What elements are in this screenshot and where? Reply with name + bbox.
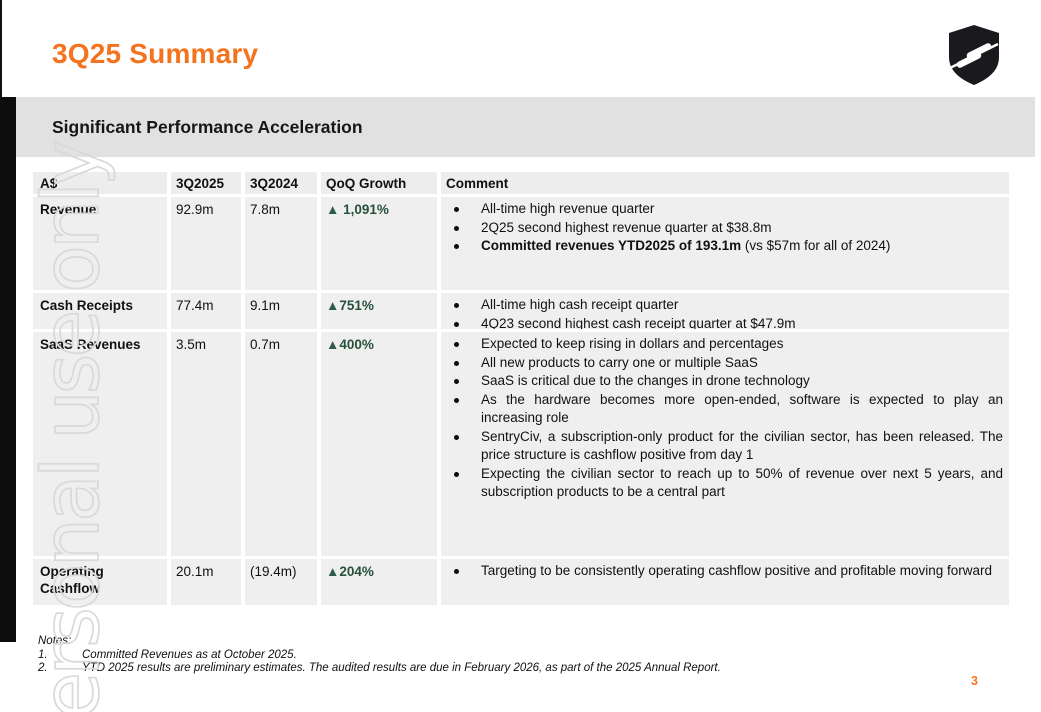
comment-bullet: 2Q25 second highest revenue quarter at $… xyxy=(441,219,1003,238)
row-label-operating-cashflow: Operating Cashflow xyxy=(33,559,167,605)
row-label-revenue: Revenue xyxy=(33,197,167,290)
growth-value: 204% xyxy=(339,564,374,579)
comment-bullet: All-time high cash receipt quarter xyxy=(441,296,1003,315)
opcf-3q2025: 20.1m xyxy=(171,559,241,605)
comment-bullet: SaaS is critical due to the changes in d… xyxy=(441,372,1003,391)
comment-bullet: Committed revenues YTD2025 of 193.1m (vs… xyxy=(441,237,1003,256)
up-triangle-icon: ▲ xyxy=(326,337,340,352)
growth-value: 1,091% xyxy=(339,202,389,217)
cash-receipts-growth: ▲751% xyxy=(321,293,437,329)
saas-comments: Expected to keep rising in dollars and p… xyxy=(441,332,1009,556)
cash-receipts-3q2025: 77.4m xyxy=(171,293,241,329)
comment-bullet: Targeting to be consistently operating c… xyxy=(441,562,1003,581)
col-header-3q2025: 3Q2025 xyxy=(171,172,241,194)
left-edge-line xyxy=(0,0,2,97)
col-header-comment: Comment xyxy=(441,172,1009,194)
footnote-text: Committed Revenues as at October 2025. xyxy=(82,648,297,661)
slide-title: 3Q25 Summary xyxy=(52,38,259,69)
row-label-saas-revenues: SaaS Revenues xyxy=(33,332,167,556)
comment-bullet: As the hardware becomes more open-ended,… xyxy=(441,391,1003,428)
footnote-number: 1. xyxy=(38,648,48,661)
comment-bullet: Expecting the civilian sector to reach u… xyxy=(441,465,1003,502)
comment-bullet: All-time high revenue quarter xyxy=(441,200,1003,219)
revenue-growth: ▲ 1,091% xyxy=(321,197,437,290)
col-header-currency: A$ xyxy=(33,172,167,194)
cash-receipts-3q2024: 9.1m xyxy=(245,293,317,329)
row-label-cash-receipts: Cash Receipts xyxy=(33,293,167,329)
footnotes-heading: Notes: xyxy=(38,635,72,647)
revenue-3q2024: 7.8m xyxy=(245,197,317,290)
up-triangle-icon: ▲ xyxy=(326,564,340,579)
performance-table: A$ 3Q2025 3Q2024 QoQ Growth Comment Reve… xyxy=(33,172,1009,605)
opcf-growth: ▲204% xyxy=(321,559,437,605)
comment-bullet: All new products to carry one or multipl… xyxy=(441,354,1003,373)
footnote-number: 2. xyxy=(38,662,48,674)
page-number: 3 xyxy=(971,674,978,688)
opcf-comments: Targeting to be consistently operating c… xyxy=(441,559,1009,605)
shield-logo-icon xyxy=(947,24,1001,91)
opcf-3q2024: (19.4m) xyxy=(245,559,317,605)
section-header-band: Significant Performance Acceleration xyxy=(16,97,1035,157)
up-triangle-icon: ▲ xyxy=(326,202,340,217)
cash-receipts-comments: All-time high cash receipt quarter 4Q23 … xyxy=(441,293,1009,329)
revenue-comments: All-time high revenue quarter 2Q25 secon… xyxy=(441,197,1009,290)
footnote-text: YTD 2025 results are preliminary estimat… xyxy=(82,662,721,674)
footnotes: Notes: 1. Committed Revenues as at Octob… xyxy=(38,635,758,676)
col-header-3q2024: 3Q2024 xyxy=(245,172,317,194)
saas-3q2025: 3.5m xyxy=(171,332,241,556)
left-black-bar xyxy=(0,97,16,642)
growth-value: 751% xyxy=(339,298,374,313)
comment-bullet: SentryCiv, a subscription-only product f… xyxy=(441,428,1003,465)
growth-value: 400% xyxy=(339,337,374,352)
revenue-3q2025: 92.9m xyxy=(171,197,241,290)
comment-bullet: 4Q23 second highest cash receipt quarter… xyxy=(441,315,1003,329)
saas-growth: ▲400% xyxy=(321,332,437,556)
footnote-item: 1. Committed Revenues as at October 2025… xyxy=(38,649,758,663)
col-header-qoq-growth: QoQ Growth xyxy=(321,172,437,194)
footnote-item: 2. YTD 2025 results are preliminary esti… xyxy=(38,662,758,676)
section-header-title: Significant Performance Acceleration xyxy=(52,117,363,137)
comment-bullet: Expected to keep rising in dollars and p… xyxy=(441,335,1003,354)
up-triangle-icon: ▲ xyxy=(326,298,340,313)
saas-3q2024: 0.7m xyxy=(245,332,317,556)
